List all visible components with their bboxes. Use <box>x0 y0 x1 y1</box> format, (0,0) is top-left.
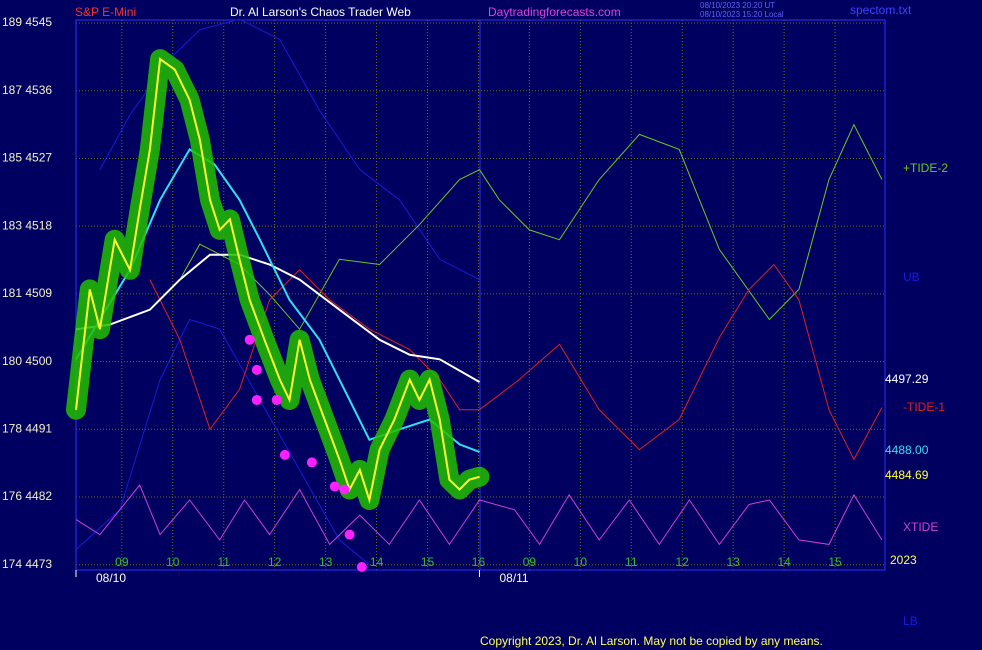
series-line <box>75 253 480 383</box>
series-line <box>75 318 370 566</box>
y-tick-label: 187 4536 <box>2 83 52 97</box>
point <box>251 394 262 405</box>
x-tick-label: 10 <box>574 555 588 569</box>
y-tick-label: 185 4527 <box>2 151 52 165</box>
year: 2023 <box>890 553 917 567</box>
y-tick-label: 174 4473 <box>2 557 52 571</box>
y-tick-label: 176 4482 <box>2 489 52 503</box>
chart-title: Dr. Al Larson's Chaos Trader Web <box>230 5 411 19</box>
series-line <box>179 123 883 331</box>
x-tick-label: 14 <box>370 555 384 569</box>
end-value-label: 4488.00 <box>885 443 929 457</box>
point <box>356 561 367 572</box>
legend-label: -TIDE-1 <box>903 400 945 414</box>
timestamp: 08/10/2023 15:20 Local <box>700 10 784 19</box>
point <box>339 484 350 495</box>
y-tick-label: 180 4500 <box>2 354 52 368</box>
y-tick-label: 189 4545 <box>2 15 52 29</box>
x-tick-label: 12 <box>268 555 282 569</box>
y-tick-label: 181 4509 <box>2 286 52 300</box>
x-tick-label: 13 <box>319 555 333 569</box>
point <box>271 394 282 405</box>
site: Daytradingforecasts.com <box>488 5 621 19</box>
date-label: 08/11 <box>499 571 528 585</box>
timestamp: 08/10/2023 20:20 UT <box>700 1 775 10</box>
legend-label: LB <box>903 614 918 628</box>
y-tick-label: 183 4518 <box>2 218 52 232</box>
point <box>251 364 262 375</box>
x-tick-label: 14 <box>777 555 791 569</box>
point <box>306 457 317 468</box>
y-tick-label: 178 4491 <box>2 421 52 435</box>
point <box>329 481 340 492</box>
legend-label: UB <box>903 270 920 284</box>
x-tick-label: 12 <box>676 555 690 569</box>
x-tick-label: 15 <box>421 555 435 569</box>
x-tick-label: 15 <box>828 555 842 569</box>
date-label: 08/10 <box>96 571 126 585</box>
x-tick-label: 13 <box>727 555 741 569</box>
x-tick-label: 09 <box>523 555 537 569</box>
x-tick-label: 16 <box>472 555 486 569</box>
series-line <box>75 484 883 546</box>
x-tick-label: 10 <box>166 555 180 569</box>
legend-label: +TIDE-2 <box>903 161 948 175</box>
point <box>279 449 290 460</box>
x-tick-label: 11 <box>218 555 231 569</box>
file-name: spectom.txt <box>850 3 912 17</box>
x-tick-label: 11 <box>625 555 638 569</box>
point <box>344 529 355 540</box>
end-value-label: 4497.29 <box>885 372 929 386</box>
plot-frame <box>75 19 886 571</box>
copyright: Copyright 2023, Dr. Al Larson. May not b… <box>480 634 823 648</box>
legend-label: XTIDE <box>903 520 938 534</box>
x-tick-label: 09 <box>115 555 129 569</box>
point <box>244 334 255 345</box>
instrument: S&P E-Mini <box>75 5 136 19</box>
end-value-label: 4484.69 <box>885 468 929 482</box>
series-line <box>75 57 480 504</box>
